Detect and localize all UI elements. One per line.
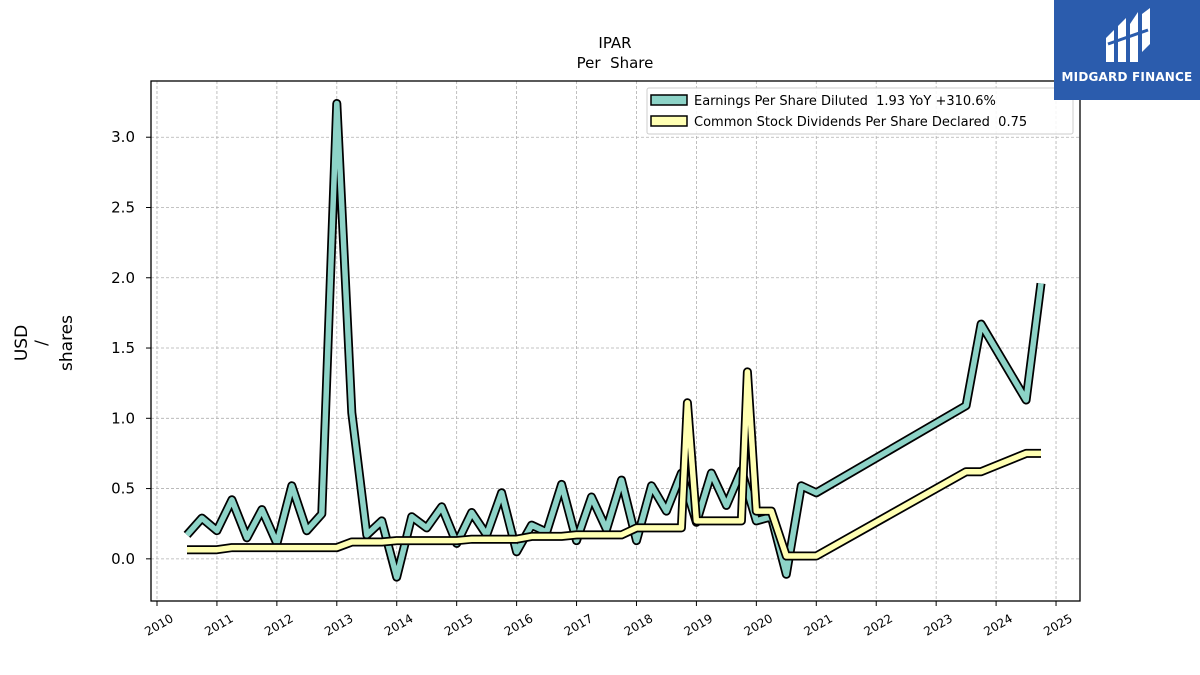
y-axis-label-line-1: USD xyxy=(12,325,32,361)
midgard-finance-logo: MIDGARD FINANCE xyxy=(1054,0,1200,100)
y-tick-label: 3.0 xyxy=(111,128,135,146)
legend-swatch-dividends xyxy=(650,115,688,127)
legend-label-dividends: Common Stock Dividends Per Share Declare… xyxy=(694,115,1027,130)
dividends-declared-series-line xyxy=(187,369,1041,559)
legend: Earnings Per Share Diluted 1.93 YoY +310… xyxy=(646,87,1074,135)
chart-title: IPAR xyxy=(598,34,631,52)
midgard-logo-mark-icon xyxy=(1106,8,1150,62)
y-tick-label: 1.0 xyxy=(111,409,135,427)
plot-frame xyxy=(150,80,1081,602)
logo-text: MIDGARD FINANCE xyxy=(1061,70,1193,84)
y-axis-label-line-2: / xyxy=(32,340,52,346)
y-tick-label: 1.5 xyxy=(111,339,135,357)
y-axis-label: USD / shares xyxy=(12,315,77,371)
y-tick-label: 0.0 xyxy=(111,550,135,568)
eps-diluted-series-line xyxy=(184,100,1044,580)
y-axis-label-line-3: shares xyxy=(57,315,77,371)
y-tick-label: 0.5 xyxy=(111,480,135,498)
y-tick-label: 2.5 xyxy=(111,198,135,216)
y-tick-label: 2.0 xyxy=(111,269,135,287)
legend-label-eps: Earnings Per Share Diluted 1.93 YoY +310… xyxy=(694,94,996,109)
series-layer xyxy=(183,99,1046,582)
chart-subtitle: Per Share xyxy=(577,54,654,72)
legend-box xyxy=(646,87,1074,135)
legend-swatch-eps xyxy=(650,94,688,106)
